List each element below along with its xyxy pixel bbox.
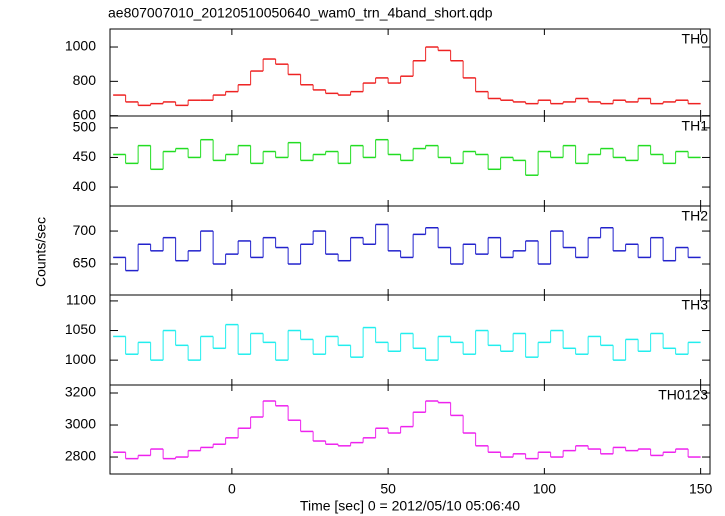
x-tick-label: 100 xyxy=(533,481,557,497)
y-tick-label: 400 xyxy=(73,178,97,194)
y-tick-label: 1000 xyxy=(65,38,96,54)
x-axis-label: Time [sec] 0 = 2012/05/10 05:06:40 xyxy=(300,498,520,514)
y-axis-label: Counts/sec xyxy=(33,217,49,287)
y-tick-label: 800 xyxy=(73,72,97,88)
x-tick-label: 150 xyxy=(689,481,713,497)
panel-label: TH3 xyxy=(682,297,709,313)
y-tick-label: 500 xyxy=(73,119,97,135)
x-tick-label: 50 xyxy=(380,481,396,497)
y-tick-label: 1100 xyxy=(66,292,96,308)
y-tick-label: 1050 xyxy=(65,321,96,337)
y-tick-label: 3200 xyxy=(65,384,96,400)
y-tick-label: 650 xyxy=(73,255,97,271)
chart-title: ae807007010_20120510050640_wam0_trn_4ban… xyxy=(108,5,493,21)
panel-label: TH2 xyxy=(682,208,709,224)
y-tick-label: 450 xyxy=(73,148,97,164)
y-tick-label: 3000 xyxy=(65,416,96,432)
panel-label: TH0123 xyxy=(658,387,708,403)
y-tick-label: 2800 xyxy=(65,448,96,464)
x-tick-label: 0 xyxy=(228,481,236,497)
panel-frame xyxy=(109,28,711,117)
panel-frame xyxy=(109,294,711,386)
y-tick-label: 600 xyxy=(73,106,97,122)
panel-label: TH1 xyxy=(682,118,709,134)
panel-frame xyxy=(109,384,711,475)
y-tick-label: 700 xyxy=(73,222,97,238)
panel-label: TH0 xyxy=(682,31,709,47)
y-tick-label: 1000 xyxy=(65,351,96,367)
